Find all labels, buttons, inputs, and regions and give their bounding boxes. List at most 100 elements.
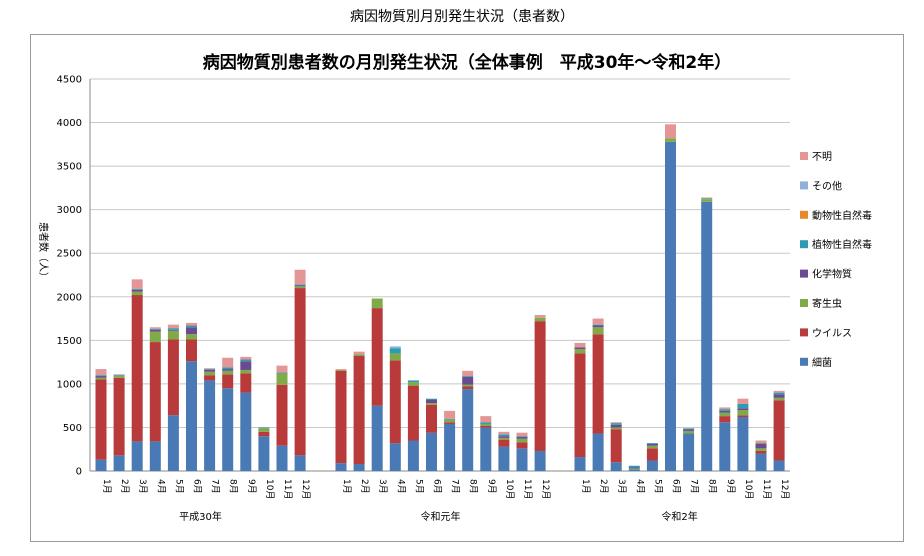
bar-segment — [113, 377, 125, 456]
bar-segment — [167, 415, 179, 471]
bar-segment — [186, 361, 197, 471]
bar-segment — [665, 141, 676, 471]
legend-label: 植物性自然毒 — [812, 238, 872, 251]
bar-segment — [240, 356, 252, 360]
bar-segment — [426, 403, 437, 405]
x-tick-label: 1月 — [580, 479, 591, 494]
bar-segment — [646, 448, 658, 461]
bar-segment — [534, 450, 546, 471]
bar-segment — [95, 369, 107, 376]
bar-segment — [628, 468, 640, 470]
bar-segment — [371, 298, 383, 309]
bar-segment — [444, 419, 456, 423]
bar-segment — [371, 308, 383, 406]
bar-segment — [719, 422, 731, 471]
bar-segment — [335, 369, 347, 370]
bar-segment — [719, 410, 731, 413]
bar-segment — [167, 324, 179, 329]
bar-segment — [149, 342, 161, 442]
x-tick-label: 11月 — [522, 479, 533, 499]
bar-segment — [610, 462, 622, 471]
bar-segment — [480, 423, 492, 426]
legend-swatch — [800, 152, 808, 160]
bar-segment — [113, 374, 125, 376]
bar-segment — [353, 351, 365, 355]
legend-swatch — [800, 299, 808, 307]
bar-segment — [592, 327, 604, 335]
bar-segment — [276, 384, 288, 446]
bar-segment — [258, 428, 270, 432]
bar-segment — [683, 429, 695, 431]
bar-segment — [222, 367, 234, 370]
bar-segment — [149, 441, 161, 471]
x-tick-label: 7月 — [689, 479, 700, 494]
bar-segment — [353, 356, 365, 465]
bar-segment — [426, 404, 437, 433]
bar-segment — [737, 403, 749, 409]
bar-segment — [335, 463, 347, 471]
bar-segment — [737, 416, 749, 471]
x-tick-label: 5月 — [173, 479, 184, 494]
x-tick-label: 4月 — [155, 479, 166, 494]
bar-segment — [444, 423, 456, 471]
bar-segment — [462, 376, 474, 377]
bar-segment — [773, 390, 785, 393]
bar-segment — [755, 443, 767, 449]
y-tick-label: 2000 — [57, 292, 82, 303]
bar-segment — [498, 437, 510, 440]
x-tick-label: 8月 — [707, 479, 718, 494]
legend-swatch — [800, 269, 808, 278]
x-tick-label: 9月 — [725, 479, 736, 494]
bar-segment — [462, 370, 474, 377]
bar-segment — [773, 392, 785, 395]
bar-segment — [426, 432, 437, 471]
bar-segment — [773, 394, 785, 398]
bar-segment — [294, 284, 306, 286]
x-tick-label: 7月 — [210, 479, 221, 494]
bar-segment — [498, 431, 510, 435]
x-tick-label: 11月 — [282, 479, 293, 499]
bar-segment — [610, 422, 622, 424]
bar-segment — [294, 286, 306, 289]
bar-segment — [389, 443, 401, 471]
bar-segment — [204, 380, 216, 471]
bar-segment — [407, 382, 419, 386]
bar-segment — [592, 325, 604, 328]
bar-segment — [222, 370, 234, 375]
bar-segment — [204, 369, 216, 370]
x-group-label: 令和2年 — [661, 510, 697, 523]
bar-segment — [389, 348, 401, 354]
bar-segment — [719, 416, 731, 423]
bar-segment — [95, 375, 107, 377]
bar-segment — [701, 201, 713, 471]
y-tick-label: 0 — [76, 467, 82, 478]
bar-segment — [628, 465, 640, 468]
bar-segment — [113, 455, 125, 471]
bar-segment — [222, 357, 234, 368]
bar-segment — [480, 425, 492, 428]
bar-segment — [592, 433, 604, 471]
legend-swatch — [800, 210, 808, 219]
bar-segment — [204, 375, 216, 381]
bar-segment — [149, 331, 161, 343]
bar-segment — [240, 359, 252, 362]
bar-segment — [426, 398, 437, 400]
bar-segment — [258, 436, 270, 471]
bar-segment — [516, 432, 528, 437]
bar-segment — [574, 342, 586, 348]
bar-segment — [426, 399, 437, 404]
x-tick-label: 9月 — [246, 479, 257, 494]
bar-segment — [462, 376, 474, 385]
bar-segment — [592, 318, 604, 325]
bar-segment — [646, 445, 658, 449]
x-tick-label: 12月 — [300, 479, 311, 499]
bar-segment — [737, 408, 749, 411]
bar-segment — [294, 285, 306, 287]
x-group-label: 平成30年 — [179, 510, 222, 523]
bar-segment — [407, 385, 419, 441]
bar-segment — [222, 388, 234, 471]
legend-swatch — [800, 357, 808, 366]
legend-label: その他 — [812, 179, 842, 192]
x-tick-label: 6月 — [192, 479, 203, 494]
